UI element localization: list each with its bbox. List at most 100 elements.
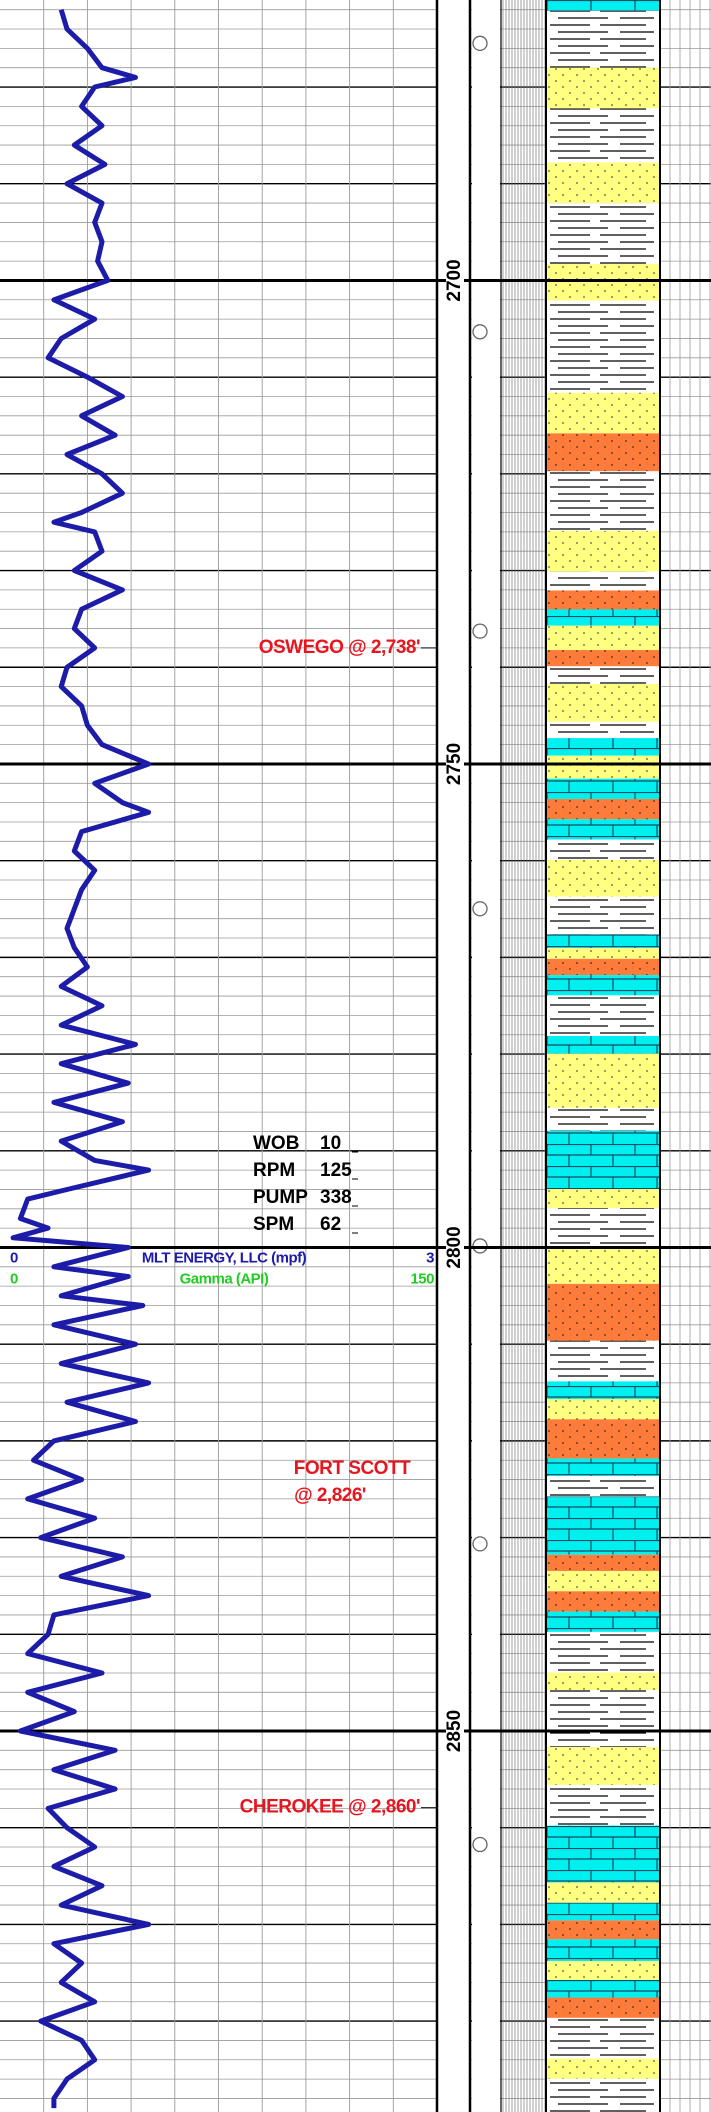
lithology-bed [546,1591,660,1611]
page: {"chart_data":{"type":"line", "x":[2672,… [0,0,711,2112]
lithology-bed [546,1785,660,1826]
sample-marker [473,1239,487,1253]
lithology-bed [546,572,660,591]
lithology-bed [546,819,660,839]
gamma-max: 150 [410,1270,434,1287]
lithology-bed [546,860,660,897]
parameter-value: 125 [320,1160,352,1181]
parameter-value: 10 [320,1133,341,1154]
lithology-bed [546,1939,660,1961]
lithology-bed [546,1189,660,1208]
parameter-name: WOB [253,1133,299,1154]
lithology-bed [546,934,660,948]
depth-label: 2850 [444,1710,465,1752]
lithology-bed [546,68,660,109]
lithology-bed [546,959,660,975]
lithology-bed [546,1747,660,1785]
curve-layer [13,10,149,2108]
gamma-name: Gamma (API) [180,1270,269,1287]
lithology-bed [546,2059,660,2079]
depth-track [437,0,470,2112]
mud-log: 27002750280028500MLT ENERGY, LLC (mpf)30… [0,0,711,2112]
lithology-bed [546,609,660,625]
lithology-bed [546,1903,660,1921]
lithology-bed [546,1496,660,1554]
lithology-bed [546,1555,660,1571]
rop-curve [13,10,149,2108]
parameter-name: SPM [253,1214,294,1235]
sample-marker [473,1838,487,1852]
lithology-bed [546,393,660,434]
scale-max: 3 [426,1249,434,1266]
formation-top: CHEROKEE @ 2,860' [240,1797,420,1818]
lithology-bed [546,2018,660,2059]
lithology-bed [546,840,660,860]
sample-track [472,0,500,2112]
formation-top: FORT SCOTT [294,1458,411,1479]
lithology-bed [546,590,660,609]
lithology-bed [546,1690,660,1747]
lithology-bed [546,1399,660,1419]
lithology-bed [546,163,660,204]
parameter-name: RPM [253,1160,295,1181]
lithology-bed [546,531,660,572]
parameter-name: PUMP [253,1187,308,1208]
gamma-min: 0 [10,1270,18,1287]
lithology-bed [546,11,660,68]
lithology-bed [546,799,660,819]
lithology-bed [546,1612,660,1632]
lithology-bed [546,666,660,684]
parameter-value: 62 [320,1214,341,1235]
scale-min: 0 [10,1249,18,1266]
lithology-bed [546,301,660,393]
lithology-bed [546,995,660,1036]
lithology-bed [546,1284,660,1341]
lithology-bed [546,975,660,995]
lithology-bed [546,1246,660,1284]
lithology-bed [546,1108,660,1131]
scale-name: MLT ENERGY, LLC (mpf) [142,1249,307,1266]
lithology-bed [546,626,660,650]
lithology-bed [546,756,660,779]
lithology-bed [546,2079,660,2112]
lithology-bed [546,948,660,959]
sample-marker [473,325,487,339]
lithology-bed [546,722,660,738]
parameter-value: 338 [320,1187,352,1208]
lithology-bed [546,1998,660,2018]
depth-label: 2700 [444,259,465,301]
lithology-bed [546,650,660,666]
lithology-bed [546,1208,660,1246]
lithology-bed [546,108,660,162]
lithology-bed [546,1920,660,1939]
lithology-bed [546,1131,660,1189]
lithology-bed [546,1419,660,1458]
lithology-bed [546,1459,660,1477]
lithology-bed [546,1381,660,1399]
lithology-bed [546,471,660,531]
lithology-bed [546,203,660,264]
formation-top: OSWEGO @ 2,738' [259,637,420,658]
sample-marker [473,624,487,638]
lithology-bed [546,1961,660,1980]
lithology-bed [546,1341,660,1382]
sample-marker [473,36,487,50]
lithology-bed [546,1632,660,1673]
lithology-bed [546,433,660,471]
sample-marker [473,902,487,916]
lithology-bed [546,1054,660,1108]
lithology-bed [546,684,660,722]
lithology-bed [546,0,660,11]
lithology-bed [546,779,660,799]
lithology-bed [546,264,660,301]
lithology-bed [546,1673,660,1691]
lithology-bed [546,1882,660,1902]
depth-label: 2750 [444,743,465,785]
lithology-bed [546,897,660,935]
formation-top: @ 2,826' [294,1485,366,1506]
lithology-bed [546,1571,660,1591]
lithology-bed [546,1980,660,1998]
lithology-bed [546,1036,660,1054]
lithology-bed [546,1826,660,1883]
